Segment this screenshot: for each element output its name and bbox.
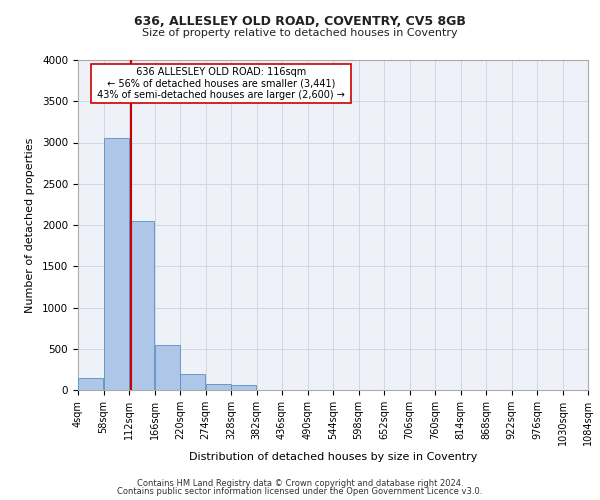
Text: Size of property relative to detached houses in Coventry: Size of property relative to detached ho… bbox=[142, 28, 458, 38]
X-axis label: Distribution of detached houses by size in Coventry: Distribution of detached houses by size … bbox=[189, 452, 477, 462]
Bar bbox=[78, 378, 103, 390]
Bar bbox=[180, 374, 205, 390]
Text: 636 ALLESLEY OLD ROAD: 116sqm  
 ← 56% of detached houses are smaller (3,441) 
 : 636 ALLESLEY OLD ROAD: 116sqm ← 56% of d… bbox=[94, 66, 348, 100]
Bar bbox=[129, 221, 154, 390]
Bar bbox=[206, 384, 231, 390]
Text: Contains HM Land Registry data © Crown copyright and database right 2024.: Contains HM Land Registry data © Crown c… bbox=[137, 478, 463, 488]
Text: Contains public sector information licensed under the Open Government Licence v3: Contains public sector information licen… bbox=[118, 487, 482, 496]
Bar bbox=[104, 138, 129, 390]
Bar bbox=[155, 344, 180, 390]
Text: 636, ALLESLEY OLD ROAD, COVENTRY, CV5 8GB: 636, ALLESLEY OLD ROAD, COVENTRY, CV5 8G… bbox=[134, 15, 466, 28]
Bar bbox=[231, 386, 256, 390]
Y-axis label: Number of detached properties: Number of detached properties bbox=[25, 138, 35, 312]
